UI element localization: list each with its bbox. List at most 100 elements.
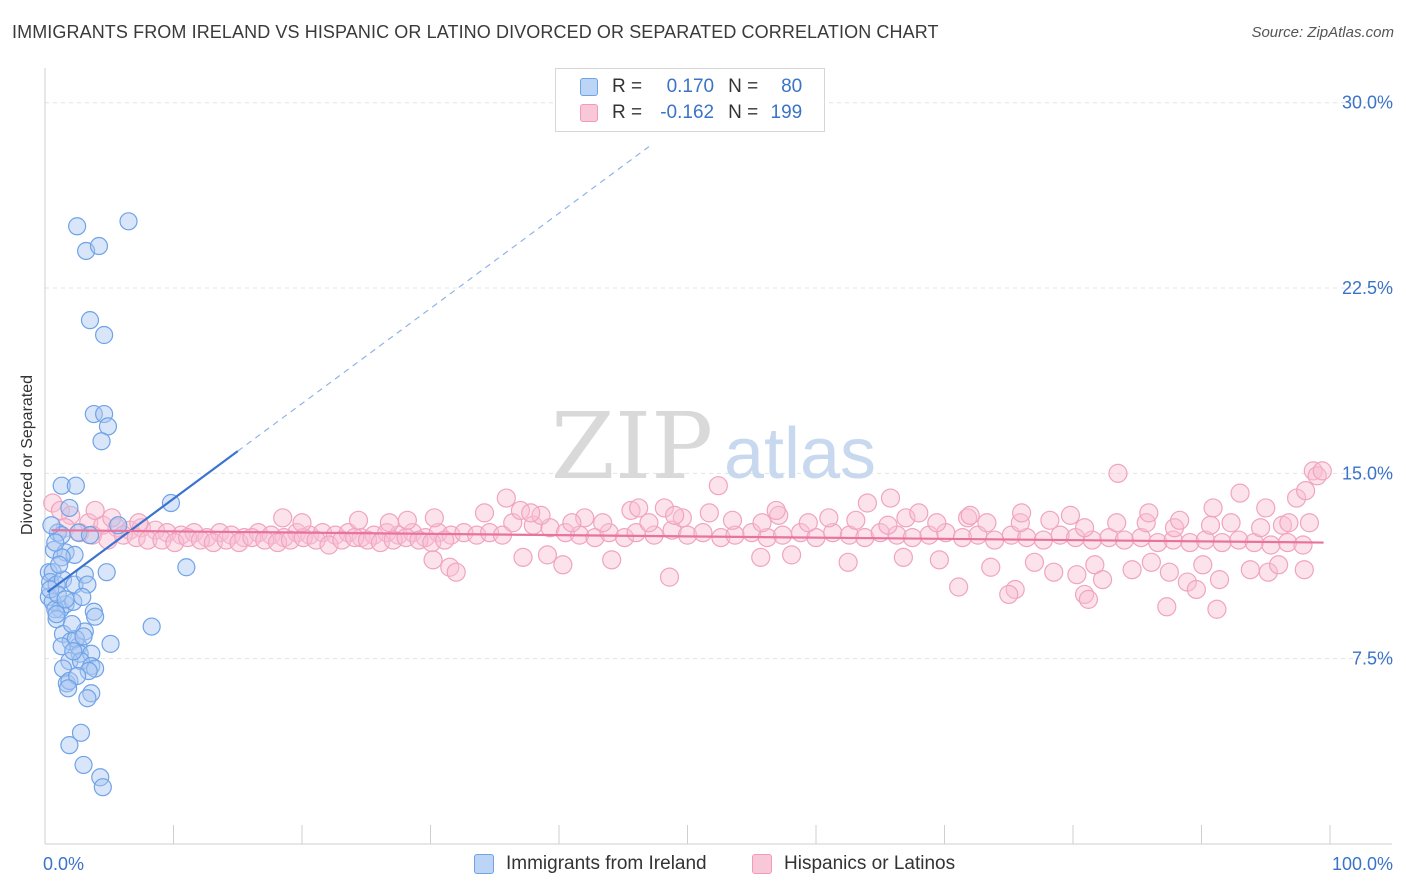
ireland-point bbox=[46, 533, 65, 552]
hispanic-point bbox=[1092, 570, 1113, 590]
hispanic-point bbox=[273, 508, 293, 528]
watermark-zip: ZIP bbox=[551, 393, 713, 500]
ireland-point bbox=[71, 723, 91, 742]
hispanic-point bbox=[1251, 518, 1271, 538]
hispanic-point bbox=[1186, 579, 1206, 600]
ireland-point bbox=[56, 590, 75, 609]
hispanic-point bbox=[772, 525, 793, 545]
hispanic-point bbox=[1193, 555, 1213, 575]
hispanic-point bbox=[496, 488, 516, 508]
hispanic-point bbox=[1074, 518, 1095, 538]
hispanic-point bbox=[949, 577, 969, 597]
hispanic-point bbox=[1159, 562, 1179, 582]
ireland-trend-extension bbox=[237, 146, 650, 452]
hispanic-point bbox=[1078, 589, 1099, 609]
hispanic-point bbox=[1024, 552, 1045, 572]
legend-n-value: 199 bbox=[770, 102, 803, 123]
hispanic-point bbox=[1293, 535, 1313, 555]
legend-item-hispanic[interactable]: Hispanics or Latinos bbox=[752, 851, 955, 877]
hispanic-point bbox=[722, 510, 743, 530]
legend-item-ireland[interactable]: Immigrants from Ireland bbox=[474, 851, 707, 877]
ireland-point bbox=[47, 605, 66, 624]
legend-n-label: N = bbox=[728, 76, 759, 97]
hispanic-legend-label: Hispanics or Latinos bbox=[784, 853, 956, 874]
ireland-point bbox=[80, 526, 100, 545]
hispanic-point bbox=[1180, 532, 1200, 553]
hispanic-point bbox=[1294, 560, 1314, 580]
hispanic-point bbox=[960, 505, 980, 525]
ireland-point bbox=[68, 666, 87, 686]
hispanic-point bbox=[521, 503, 541, 523]
x-tick-label-max: 100.0% bbox=[1332, 854, 1393, 874]
hispanic-point bbox=[614, 527, 635, 548]
hispanic-point bbox=[1299, 513, 1320, 533]
ireland-point bbox=[74, 627, 93, 646]
hispanic-point bbox=[1010, 513, 1030, 533]
hispanic-point bbox=[537, 545, 558, 565]
y-tick-label: 30.0% bbox=[1342, 93, 1393, 113]
ireland-point bbox=[97, 563, 116, 582]
hispanic-point bbox=[781, 545, 802, 565]
hispanic-point bbox=[292, 513, 312, 533]
hispanic-point bbox=[846, 510, 866, 530]
hispanic-point bbox=[85, 500, 105, 521]
hispanic-point bbox=[1085, 555, 1105, 575]
x-tick-label-min: 0.0% bbox=[43, 854, 84, 874]
ireland-points bbox=[39, 212, 196, 797]
axes bbox=[44, 68, 1392, 845]
hispanic-point bbox=[819, 508, 839, 528]
hispanic-point bbox=[397, 510, 417, 530]
hispanic-point bbox=[752, 513, 772, 533]
hispanic-point bbox=[446, 562, 466, 582]
ireland-point bbox=[177, 558, 196, 577]
hispanic-point bbox=[621, 500, 641, 521]
hispanic-point bbox=[929, 550, 949, 570]
legend-r-label: R = bbox=[612, 102, 643, 123]
ireland-point bbox=[59, 679, 78, 698]
hispanic-point bbox=[1139, 503, 1159, 523]
hispanic-point bbox=[102, 508, 122, 528]
y-tick-label: 15.0% bbox=[1342, 463, 1393, 483]
hispanic-point bbox=[1229, 530, 1249, 550]
ireland-point bbox=[60, 498, 79, 518]
hispanic-point bbox=[1312, 461, 1332, 481]
ireland-point bbox=[50, 555, 69, 574]
hispanic-point bbox=[1268, 555, 1289, 575]
hispanic-point bbox=[585, 527, 605, 548]
ireland-point bbox=[89, 236, 109, 256]
hispanic-point bbox=[61, 505, 81, 525]
hispanic-point bbox=[893, 547, 913, 567]
legend-row-hispanic: R = -0.162 N = 199 bbox=[580, 100, 802, 126]
ireland-point bbox=[68, 217, 87, 236]
hispanic-swatch bbox=[580, 104, 598, 122]
ireland-point bbox=[74, 755, 93, 775]
ireland-trend-line bbox=[46, 450, 239, 593]
hispanic-point bbox=[693, 523, 713, 543]
hispanic-legend-swatch bbox=[752, 854, 772, 874]
ireland-point bbox=[64, 642, 83, 661]
legend-n-label: N = bbox=[728, 102, 759, 123]
hispanic-point bbox=[725, 525, 745, 545]
hispanic-point bbox=[1060, 505, 1081, 525]
hispanic-point bbox=[699, 503, 719, 523]
hispanic-point bbox=[474, 503, 495, 523]
hispanic-point bbox=[662, 520, 682, 540]
hispanic-point bbox=[1040, 510, 1060, 530]
hispanic-point bbox=[306, 530, 326, 550]
ireland-point bbox=[86, 607, 105, 626]
trend-lines bbox=[46, 146, 1324, 593]
ireland-point bbox=[109, 516, 128, 535]
hispanic-point bbox=[958, 508, 978, 528]
hispanic-point bbox=[1207, 599, 1227, 619]
hispanic-point bbox=[672, 508, 692, 528]
hispanic-point bbox=[1195, 530, 1215, 550]
ireland-swatch bbox=[580, 78, 598, 96]
hispanic-point bbox=[1108, 463, 1128, 483]
legend-r-value: -0.162 bbox=[660, 102, 715, 123]
hispanic-point bbox=[435, 530, 455, 550]
y-tick-label: 22.5% bbox=[1342, 278, 1393, 298]
hispanic-point bbox=[654, 498, 674, 518]
ireland-point bbox=[78, 689, 97, 708]
hispanic-point bbox=[379, 513, 399, 533]
